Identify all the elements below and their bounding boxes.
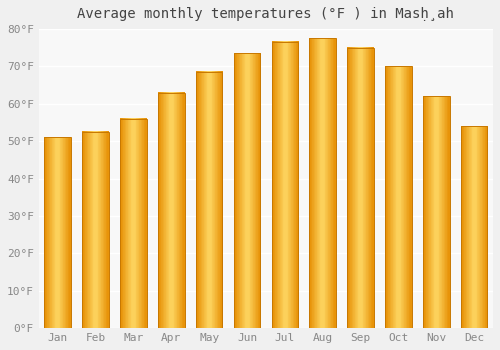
Bar: [310, 38, 336, 328]
Title: Average monthly temperatures (°F ) in Masḩ̣ah: Average monthly temperatures (°F ) in Ma…: [78, 7, 454, 21]
Bar: [423, 96, 450, 328]
Bar: [196, 72, 222, 328]
Bar: [385, 66, 411, 328]
Bar: [461, 126, 487, 328]
Bar: [44, 138, 71, 328]
Bar: [158, 93, 184, 328]
Bar: [272, 42, 298, 328]
Bar: [82, 132, 109, 328]
Bar: [234, 53, 260, 328]
Bar: [120, 119, 146, 328]
Bar: [348, 48, 374, 328]
